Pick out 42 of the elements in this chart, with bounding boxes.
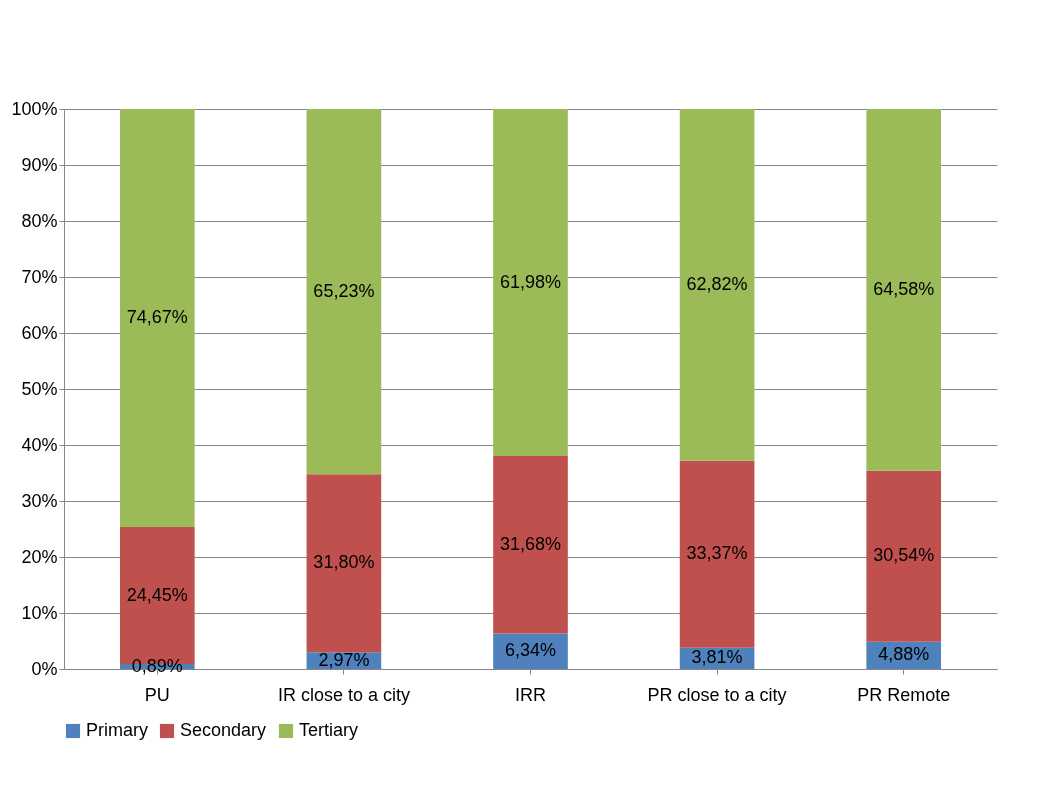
bar <box>119 108 195 528</box>
data-label: 4,88% <box>878 644 930 665</box>
bar <box>493 456 568 634</box>
data-label: 24,45% <box>126 584 188 605</box>
y-tick-label: 40% <box>21 434 58 455</box>
data-label: 3,81% <box>691 647 743 668</box>
y-tick-label: 100% <box>11 98 58 119</box>
y-tick-label: 20% <box>21 546 58 567</box>
x-tick-label: IRR <box>515 684 546 705</box>
bar <box>493 109 568 457</box>
y-tick-label: 70% <box>21 266 58 287</box>
x-tick-label: IR close to a city <box>277 684 410 705</box>
data-label: 30,54% <box>873 545 935 566</box>
y-tick-label: 0% <box>31 658 58 679</box>
x-tick-label: PR Remote <box>857 684 951 705</box>
data-label: 64,58% <box>873 278 935 299</box>
y-tick-label: 30% <box>21 490 58 511</box>
x-tick-label: PR close to a city <box>647 684 787 705</box>
bar <box>306 474 382 653</box>
data-label: 74,67% <box>126 307 188 328</box>
data-label: 6,34% <box>504 640 557 661</box>
bar <box>866 109 942 471</box>
bar <box>679 460 755 648</box>
bar <box>679 109 755 461</box>
data-label: 61,98% <box>499 271 562 292</box>
data-label: 2,97% <box>318 649 370 670</box>
bar <box>866 470 942 642</box>
data-label: 62,82% <box>686 273 748 294</box>
data-label: 31,68% <box>499 533 562 554</box>
y-tick-label: 50% <box>21 378 58 399</box>
legend-label: Secondary <box>180 720 267 740</box>
legend-label: Primary <box>86 720 148 740</box>
data-label: 65,23% <box>313 280 375 301</box>
data-label: 31,80% <box>313 552 375 573</box>
y-tick-label: 80% <box>21 210 58 231</box>
data-label: 33,37% <box>686 543 748 564</box>
y-tick-label: 10% <box>21 602 58 623</box>
x-tick-label: PU <box>144 684 170 705</box>
bar <box>306 109 382 475</box>
legend-label: Tertiary <box>299 720 359 740</box>
y-tick-label: 60% <box>21 322 58 343</box>
y-tick-label: 90% <box>21 154 58 175</box>
